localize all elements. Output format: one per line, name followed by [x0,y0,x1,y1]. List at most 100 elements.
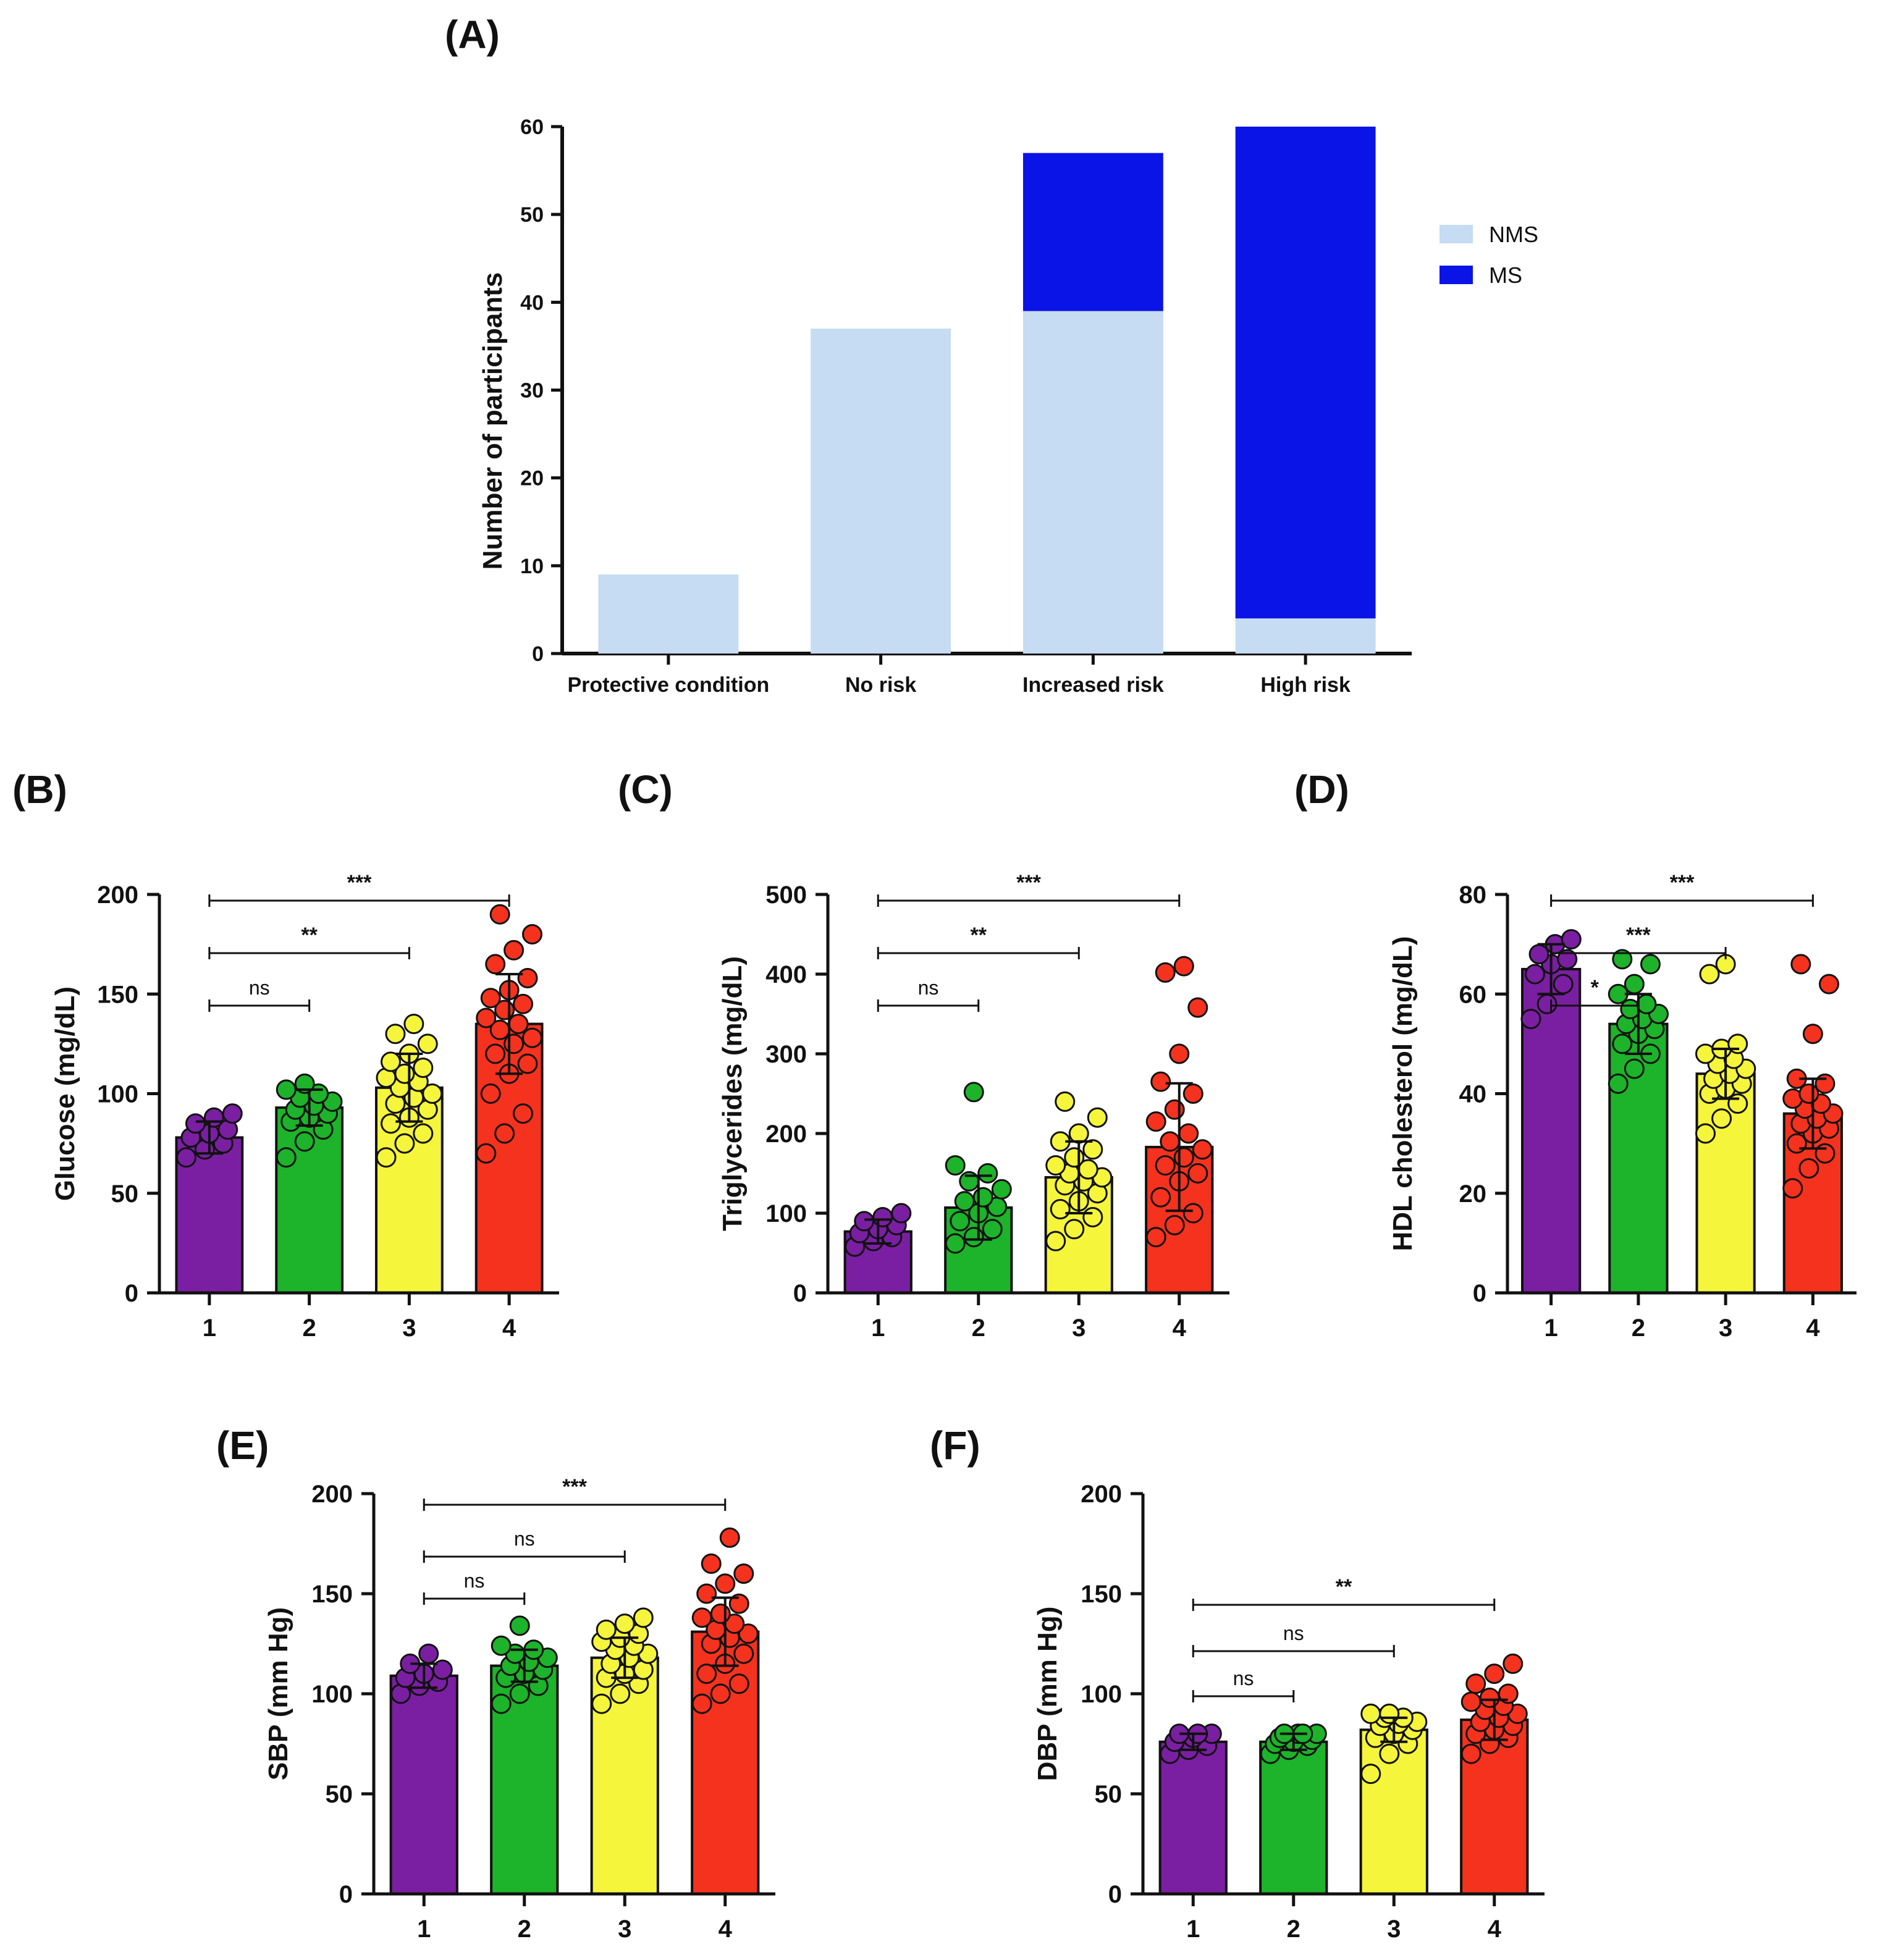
data-point [1461,1743,1482,1764]
data-point [517,967,538,988]
x-tick-label: 1 [871,1314,885,1342]
data-point [1155,1155,1176,1176]
panel-a: (A) 0 10 20 30 40 50 60 Protective condition No r… [445,12,1538,697]
data-point [513,993,534,1014]
data-point [691,1693,712,1714]
data-point [1187,1163,1208,1184]
y-tick-label: 40 [520,291,544,314]
data-point [1160,1131,1181,1152]
data-point [513,1103,534,1124]
data-point [1360,1703,1381,1724]
data-point [480,1083,501,1104]
data-point [1045,1155,1066,1176]
data-point [614,1613,635,1634]
x-tick-label: 2 [972,1314,985,1342]
y-axis-title: Number of participants [478,272,508,570]
x-tick-label: 3 [618,1916,631,1943]
data-point [728,1593,749,1614]
data-point [489,904,510,925]
x-tick-label: 4 [502,1314,516,1342]
data-point [403,1014,424,1035]
y-tick-label: 200 [765,1121,807,1148]
data-point [701,1553,722,1574]
data-point [1055,1091,1076,1112]
data-point [276,1079,297,1100]
data-point [417,1033,438,1054]
data-point [1818,974,1839,995]
data-point [494,1123,515,1144]
data-point [1612,949,1633,970]
data-point [476,1007,497,1028]
x-tick-label: High risk [1260,673,1351,697]
data-point [1815,1143,1836,1164]
data-point [1187,997,1208,1018]
data-point [1169,1043,1190,1064]
y-tick-label: 0 [339,1881,353,1908]
data-point [710,1683,731,1704]
data-point [394,1133,415,1154]
data-point [1182,1083,1203,1104]
data-point [963,1082,984,1103]
y-tick-label: 100 [1081,1681,1122,1708]
y-tick-label: 200 [1081,1481,1122,1508]
bar-nms-2 [811,328,951,654]
data-point [1612,1033,1633,1054]
data-point [1790,954,1811,975]
y-tick-label: 50 [326,1781,353,1808]
data-point [1173,1147,1194,1168]
significance-label: *** [562,1475,587,1499]
y-tick-label: 100 [765,1200,807,1227]
x-tick-label: 4 [1488,1916,1502,1943]
y-tick-label: 50 [520,203,544,227]
data-point [1640,954,1661,975]
data-point [1164,1099,1185,1120]
data-point [476,1143,497,1164]
data-point [1082,1206,1103,1227]
y-tick-label: 300 [765,1041,807,1068]
data-point [485,954,506,975]
data-point [691,1607,712,1628]
data-point [509,1615,530,1636]
data-point [1379,1743,1400,1764]
data-point [1608,1073,1629,1094]
data-point [376,1147,397,1168]
data-point [633,1607,654,1628]
y-tick-label: 150 [97,981,138,1008]
data-point [380,1051,401,1072]
y-tick-label: 500 [765,881,807,909]
y-axis-title: Triglycerides (mg/dL) [717,956,748,1231]
panel-label: (A) [445,12,500,57]
bar-nms-3 [1022,311,1163,654]
data-point [1624,1058,1645,1079]
legend-swatch-nms [1439,225,1473,243]
data-point [1064,1219,1085,1240]
y-tick-label: 60 [1459,981,1487,1008]
significance-label: ns [514,1528,535,1550]
data-point [385,1024,406,1045]
data-point [1557,949,1578,970]
data-point [1082,1139,1103,1160]
data-point [176,1147,197,1168]
data-point [413,1058,434,1079]
data-point [521,1027,542,1048]
legend-label: MS [1489,263,1522,288]
data-point [1068,1123,1089,1144]
bar-nms-1 [598,574,739,654]
panel-d: (D) 0 20 40 60 80 1 2 3 4 HDL cholesterol (mg/dL) *… [1294,767,1857,1342]
significance-label: ns [918,977,939,999]
data-point [1145,1111,1166,1132]
significance-label: ns [249,977,270,999]
data-point [504,1033,525,1054]
data-point [696,1583,717,1604]
data-point [1525,964,1546,985]
data-point [972,1187,993,1208]
data-point [380,1113,401,1134]
x-tick-label: 1 [1545,1314,1558,1342]
panel-c: (C) 0 100 200 300 400 500 1 2 3 4 Triglycerides (mg… [618,767,1229,1342]
panel-e: (E) 0 50 100 150 200 1 2 3 4 SBP (mm Hg) ns ns *** [216,1423,775,1943]
data-point [491,1635,512,1656]
x-tick-label: 4 [719,1916,733,1943]
data-point [1695,1123,1716,1144]
data-point [733,1643,754,1664]
